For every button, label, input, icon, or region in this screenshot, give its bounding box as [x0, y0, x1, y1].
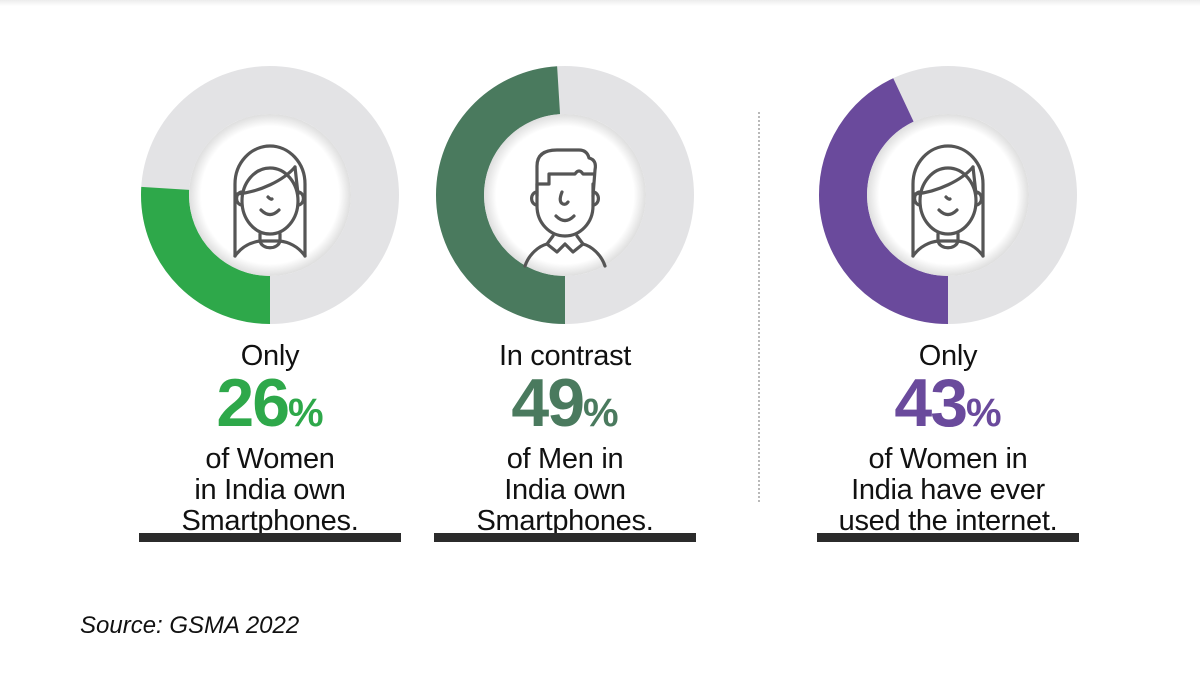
- stat-number: 49: [511, 365, 585, 441]
- stat-caption: In contrast 49% of Men in India own Smar…: [434, 340, 696, 537]
- stat-lead: Only: [240, 340, 300, 372]
- stat-desc-line1: of Men in: [506, 443, 624, 475]
- stat-number: 26: [216, 365, 290, 441]
- donut-svg: [436, 66, 694, 324]
- stat-unit: %: [583, 391, 619, 435]
- donut-center: [484, 114, 646, 276]
- stat-desc-line2: India own: [504, 474, 626, 506]
- donut-segment-26: [141, 66, 399, 324]
- stat-desc-line3: used the internet.: [838, 505, 1058, 537]
- donut-chart-women-smartphones: [139, 64, 401, 326]
- woman-avatar-icon: [911, 144, 985, 258]
- top-edge-strip: [0, 0, 1200, 6]
- source-note: Source: GSMA 2022: [80, 612, 300, 639]
- stat-desc-line2: India have ever: [851, 474, 1045, 506]
- stat-desc-line2: in India own: [194, 474, 346, 506]
- stat-unit: %: [966, 391, 1002, 435]
- donut-segment-43: [819, 66, 1077, 324]
- stat-caption: Only 26% of Women in India own Smartphon…: [139, 340, 401, 537]
- stat-value: 43%: [817, 369, 1079, 444]
- stat-desc-line1: of Women: [205, 443, 335, 475]
- underline-bar: [139, 533, 401, 542]
- donut-chart-women-internet: [817, 64, 1079, 326]
- stat-unit: %: [288, 391, 324, 435]
- stat-desc-line1: of Women in: [868, 443, 1028, 475]
- stat-number: 43: [894, 365, 968, 441]
- stat-desc-line3: Smartphones.: [181, 505, 359, 537]
- underline-bar: [817, 533, 1079, 542]
- donut-center: [867, 114, 1029, 276]
- donut-center: [189, 114, 351, 276]
- donut-svg: [141, 66, 399, 324]
- man-avatar-icon: [523, 148, 607, 268]
- stat-caption: Only 43% of Women in India have ever use…: [817, 340, 1079, 537]
- stat-value: 26%: [139, 369, 401, 444]
- donut-segment-49: [436, 66, 694, 324]
- stat-desc-line3: Smartphones.: [476, 505, 654, 537]
- dotted-divider: [758, 112, 760, 502]
- donut-chart-men-smartphones: [434, 64, 696, 326]
- stat-lead: In contrast: [498, 340, 632, 372]
- woman-avatar-icon: [233, 144, 307, 258]
- donut-svg: [819, 66, 1077, 324]
- underline-bar: [434, 533, 696, 542]
- stat-lead: Only: [918, 340, 978, 372]
- stat-value: 49%: [434, 369, 696, 444]
